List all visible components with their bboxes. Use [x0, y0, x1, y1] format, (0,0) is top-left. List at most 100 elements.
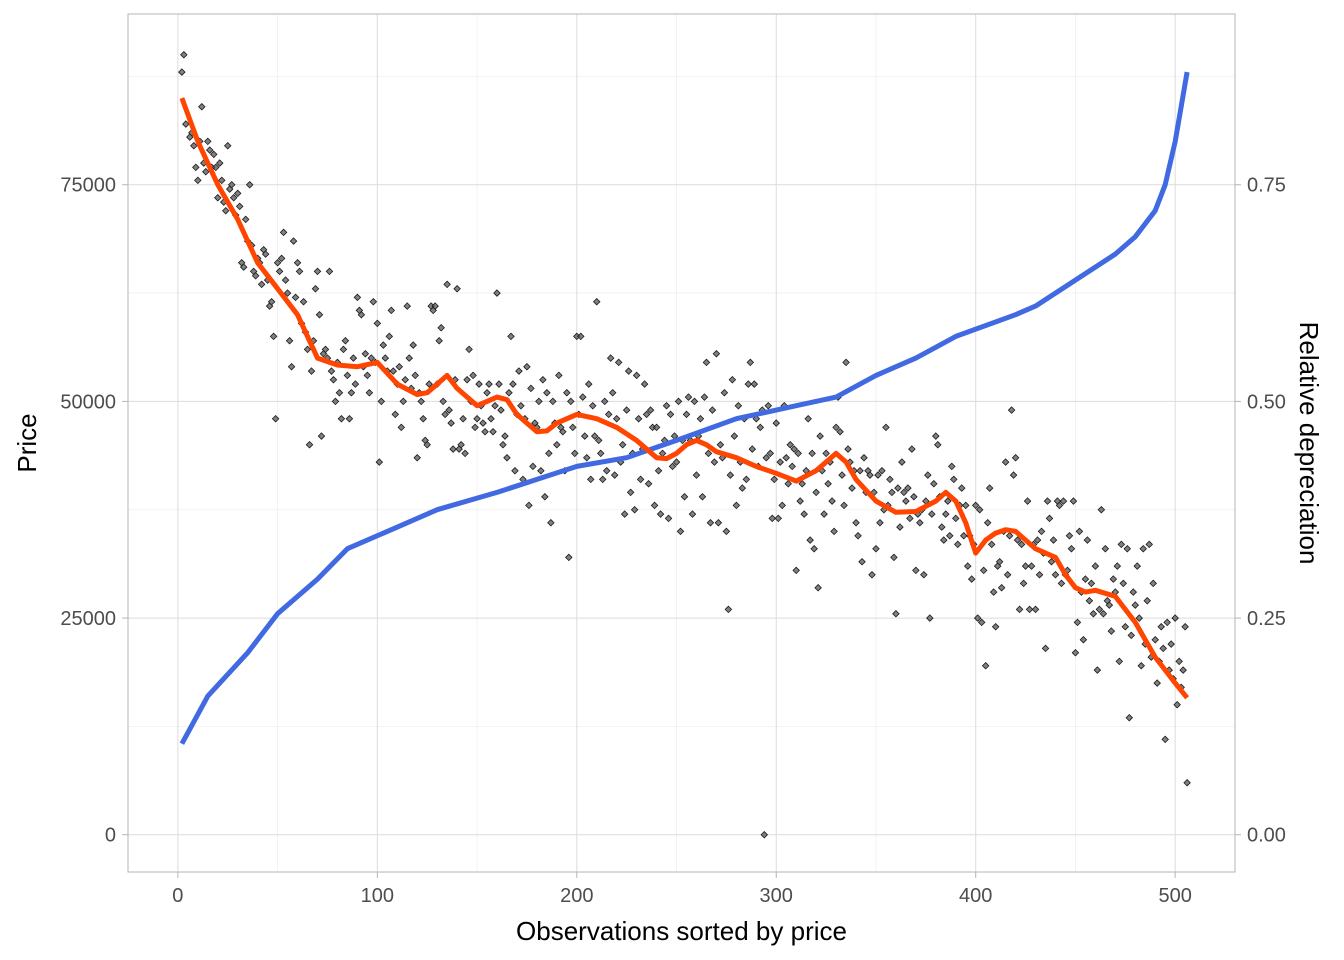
- scatter-point: [816, 432, 824, 440]
- scatter-point: [584, 380, 593, 388]
- scatter-point: [397, 423, 406, 432]
- scatter-point: [1037, 527, 1046, 536]
- scatter-point: [971, 501, 980, 510]
- scatter-point: [579, 393, 587, 401]
- scatter-point: [626, 488, 635, 497]
- relative-depreciation-line: [179, 71, 1190, 745]
- scatter-point: [441, 410, 449, 419]
- scatter-point: [932, 432, 940, 440]
- scatter-point: [1173, 700, 1181, 709]
- scatter-point: [989, 588, 998, 596]
- scatter-point: [343, 371, 352, 380]
- scatter-point: [646, 406, 655, 414]
- scatter-point: [690, 397, 699, 406]
- scatter-point: [724, 605, 733, 614]
- scatter-point: [920, 570, 928, 579]
- scatter-point: [957, 484, 966, 492]
- scatter-point: [1095, 605, 1104, 614]
- scatter-point: [1127, 631, 1136, 640]
- scatter-point: [592, 297, 601, 306]
- scatter-point: [509, 380, 517, 388]
- scatter-point: [1149, 579, 1157, 588]
- scatter-point: [702, 358, 711, 367]
- scatter-point: [924, 471, 932, 479]
- scatter-point: [545, 449, 553, 458]
- scatter-point: [604, 410, 613, 419]
- scatter-point: [435, 336, 443, 345]
- scatter-point: [953, 540, 962, 549]
- scatter-point: [1019, 579, 1028, 588]
- x-tick-label: 200: [560, 885, 593, 907]
- scatter-point: [586, 475, 595, 484]
- scatter-point: [395, 362, 404, 371]
- scatter-point: [714, 518, 723, 527]
- scatter-point: [423, 440, 431, 449]
- scatter-point: [471, 423, 479, 432]
- scatter-point: [1117, 540, 1126, 549]
- scatter-point: [959, 531, 968, 540]
- scatter-point: [722, 527, 731, 536]
- scatter-point: [417, 397, 425, 406]
- scatter-point: [726, 471, 735, 479]
- scatter-point: [610, 471, 619, 479]
- scatter-point: [680, 492, 689, 501]
- scatter-point: [213, 193, 222, 202]
- scatter-point: [688, 510, 697, 518]
- scatter-point: [822, 449, 830, 458]
- scatter-point: [473, 414, 481, 423]
- scatter-point: [279, 228, 288, 237]
- scatter-point: [766, 449, 775, 458]
- scatter-point: [1151, 635, 1159, 644]
- scatter-point: [1075, 527, 1084, 536]
- scatter-point: [245, 180, 254, 189]
- scatter-point: [926, 614, 934, 622]
- scatter-point: [211, 163, 220, 172]
- scatter-point: [930, 479, 938, 488]
- scatter-point: [654, 466, 663, 475]
- scatter-point: [495, 380, 503, 388]
- scatter-point: [239, 263, 248, 271]
- scatter-point: [790, 445, 798, 453]
- scatter-point: [501, 432, 509, 440]
- scatter-point: [806, 536, 814, 544]
- scatter-point: [281, 276, 290, 284]
- scatter-point: [1091, 562, 1100, 570]
- scatter-point: [325, 267, 334, 276]
- scatter-point: [1081, 575, 1090, 583]
- scatter-point: [944, 497, 952, 505]
- scatter-point: [1145, 540, 1153, 549]
- scatter-point: [991, 622, 1000, 631]
- scatter-point: [178, 68, 186, 76]
- scatter-point: [1123, 544, 1132, 553]
- scatter-point: [1085, 596, 1094, 605]
- scatter-point: [904, 484, 912, 492]
- scatter-point: [618, 440, 627, 449]
- scatter-point: [285, 336, 294, 345]
- x-tick-label: 100: [361, 885, 394, 907]
- scatter-point: [194, 176, 202, 185]
- scatter-point: [684, 393, 693, 401]
- scatter-point: [738, 484, 747, 492]
- scatter-point: [995, 557, 1004, 566]
- scatter-point: [792, 566, 800, 575]
- scatter-point: [403, 302, 412, 310]
- scatter-point: [217, 176, 226, 185]
- scatter-point: [983, 518, 992, 527]
- scatter-point: [1073, 618, 1082, 627]
- scatter-point: [756, 423, 765, 432]
- scatter-point: [798, 479, 806, 488]
- scatter-point: [1143, 596, 1152, 605]
- scatter-point: [233, 189, 242, 198]
- y2-tick-label: 0.00: [1247, 825, 1286, 847]
- y2-tick-label: 0.50: [1247, 391, 1286, 413]
- scatter-point: [1159, 644, 1167, 653]
- scatter-point: [437, 323, 445, 332]
- scatter-point: [571, 449, 579, 458]
- scatter-point: [567, 397, 575, 406]
- scatter-point: [235, 202, 244, 211]
- scatter-point: [453, 284, 461, 293]
- scatter-point: [367, 354, 376, 362]
- scatter-point: [1161, 735, 1169, 744]
- scatter-point: [951, 514, 960, 523]
- scatter-point: [750, 380, 759, 388]
